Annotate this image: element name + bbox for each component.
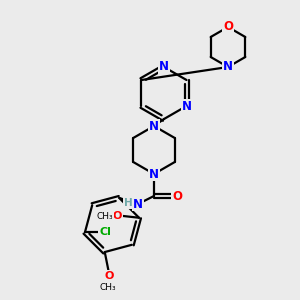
Text: H: H: [124, 198, 132, 208]
Text: O: O: [104, 271, 113, 281]
Text: N: N: [159, 61, 169, 74]
Text: N: N: [149, 119, 159, 133]
Text: N: N: [149, 167, 159, 181]
Text: CH₃: CH₃: [97, 212, 113, 221]
Text: O: O: [223, 20, 233, 34]
Text: N: N: [223, 61, 233, 74]
Text: CH₃: CH₃: [99, 283, 116, 292]
Text: N: N: [182, 100, 191, 112]
Text: N: N: [133, 197, 143, 211]
Text: O: O: [112, 211, 122, 221]
Text: O: O: [172, 190, 182, 202]
Text: Cl: Cl: [99, 227, 111, 237]
